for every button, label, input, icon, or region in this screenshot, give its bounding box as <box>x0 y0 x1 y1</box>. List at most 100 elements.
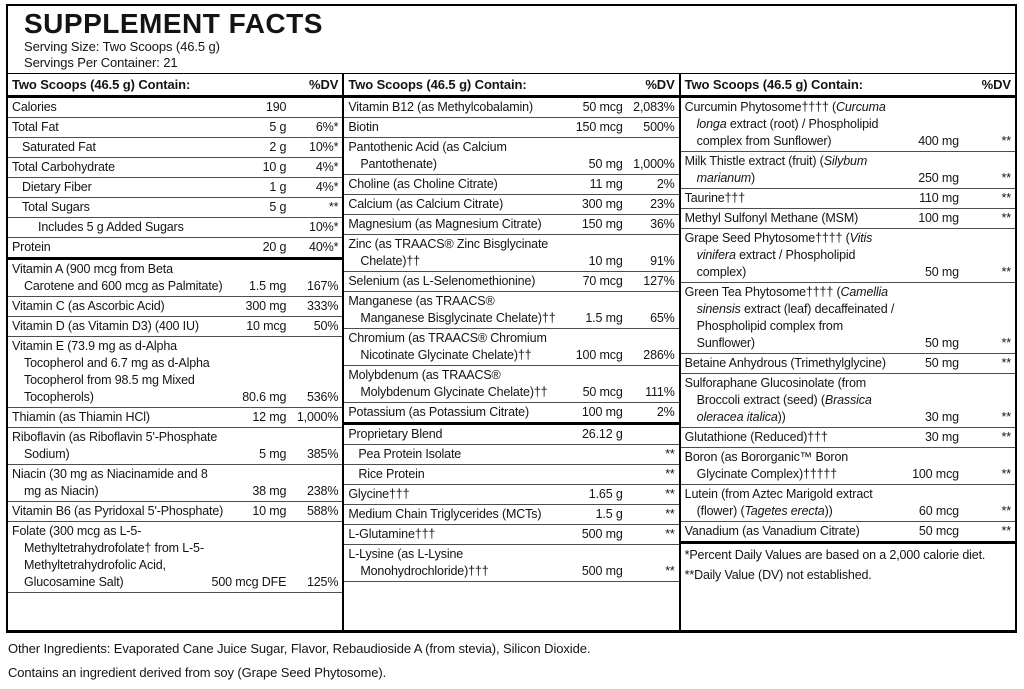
ingredient-name: Vitamin E (73.9 mg as d-Alpha Tocopherol… <box>12 339 210 404</box>
supplement-row: Milk Thistle extract (fruit) (Silybum ma… <box>680 152 1015 189</box>
ingredient-amount: 30 mg <box>924 410 959 424</box>
ingredient-amount: 1 g <box>269 180 287 194</box>
supplement-row: Vitamin A (900 mcg from Beta Carotene an… <box>8 260 343 297</box>
ingredient-amount: 2 g <box>269 140 287 154</box>
supplement-row: Calories 190 <box>8 98 343 118</box>
ingredient-dv: ** <box>1001 191 1012 205</box>
ingredient-dv: 4%* <box>315 180 339 194</box>
ingredient-name: Rice Protein <box>358 467 425 481</box>
supplement-row: Proprietary Blend 26.12 g <box>344 425 679 445</box>
ingredient-name: Vitamin A (900 mcg from Beta Carotene an… <box>12 262 223 293</box>
facts-columns: Two Scoops (46.5 g) Contain: %DV Calorie… <box>8 73 1015 630</box>
supplement-row: Vanadium (as Vanadium Citrate) 50 mcg ** <box>680 522 1015 544</box>
ingredient-amount: 50 mg <box>924 336 959 350</box>
column-header: Two Scoops (46.5 g) Contain: %DV <box>680 74 1015 98</box>
ingredient-dv: 2% <box>656 405 675 419</box>
column-header-label: Two Scoops (46.5 g) Contain: <box>12 77 191 92</box>
ingredient-amount: 50 mg <box>924 356 959 370</box>
supplement-row: Selenium (as L-Selenomethionine) 70 mcg 12… <box>344 272 679 292</box>
ingredient-name: Includes 5 g Added Sugars <box>38 220 184 234</box>
ingredient-dv: 333% <box>306 299 339 313</box>
ingredient-amount: 60 mcg <box>918 504 959 518</box>
ingredient-dv: 4%* <box>315 160 339 174</box>
ingredient-dv: 125% <box>306 575 339 589</box>
ingredient-name: Saturated Fat <box>22 140 96 154</box>
ingredient-name: Vitamin B12 (as Methylcobalamin) <box>348 100 533 114</box>
ingredient-amount: 11 mg <box>589 177 623 191</box>
supplement-row: Calcium (as Calcium Citrate) 300 mg 23% <box>344 195 679 215</box>
ingredient-amount: 110 mg <box>919 191 959 205</box>
ingredient-amount: 50 mcg <box>582 100 623 114</box>
ingredient-name: Calories <box>12 100 57 114</box>
column-header-label: Two Scoops (46.5 g) Contain: <box>684 77 863 92</box>
ingredient-name: Curcumin Phytosome†††† (Curcuma longa ex… <box>684 100 886 148</box>
dv-header-label: %DV <box>981 77 1011 92</box>
ingredient-amount: 5 g <box>269 120 287 134</box>
ingredient-dv: 36% <box>650 217 675 231</box>
facts-column-1: Two Scoops (46.5 g) Contain: %DV Calorie… <box>8 74 343 630</box>
supplement-row: Pantothenic Acid (as Calcium Pantothenat… <box>344 138 679 175</box>
label-footer: Other Ingredients: Evaporated Cane Juice… <box>8 641 590 689</box>
supplement-row: Saturated Fat 2 g 10%* <box>8 138 343 158</box>
dv-header-label: %DV <box>645 77 675 92</box>
ingredient-name: L-Glutamine††† <box>348 527 436 541</box>
ingredient-amount: 300 mg <box>245 299 287 313</box>
ingredient-dv: 2% <box>656 177 675 191</box>
supplement-row: Vitamin E (73.9 mg as d-Alpha Tocopherol… <box>8 337 343 408</box>
supplement-row: Biotin 150 mcg 500% <box>344 118 679 138</box>
ingredient-name: Manganese (as TRAACS® Manganese Bisglyci… <box>348 294 556 325</box>
ingredient-dv: ** <box>665 564 675 578</box>
ingredient-dv: ** <box>1001 467 1012 481</box>
ingredient-dv: 286% <box>643 348 675 362</box>
column-header: Two Scoops (46.5 g) Contain: %DV <box>8 74 343 98</box>
supplement-row: Potassium (as Potassium Citrate) 100 mg 2% <box>344 403 679 425</box>
ingredient-amount: 50 mcg <box>918 524 959 538</box>
ingredient-amount: 10 mcg <box>246 319 287 333</box>
ingredient-name: Protein <box>12 240 51 254</box>
ingredient-name: Calcium (as Calcium Citrate) <box>348 197 504 211</box>
ingredient-amount: 50 mg <box>588 157 623 171</box>
ingredient-name: Total Carbohydrate <box>12 160 115 174</box>
ingredient-name: Methyl Sulfonyl Methane (MSM) <box>684 211 859 225</box>
supplement-row: Total Carbohydrate 10 g 4%* <box>8 158 343 178</box>
footnote-line: **Daily Value (DV) not established. <box>684 568 872 582</box>
ingredient-name: Grape Seed Phytosome†††† (Vitis vinifera… <box>684 231 873 279</box>
supplement-row: Total Fat 5 g 6%* <box>8 118 343 138</box>
supplement-row: Zinc (as TRAACS® Zinc Bisglycinate Chela… <box>344 235 679 272</box>
ingredient-dv: 1,000% <box>296 410 339 424</box>
supplement-row: Riboflavin (as Riboflavin 5'-Phosphate S… <box>8 428 343 465</box>
column-header: Two Scoops (46.5 g) Contain: %DV <box>344 74 679 98</box>
ingredient-dv: ** <box>1001 410 1012 424</box>
supplement-row: Medium Chain Triglycerides (MCTs) 1.5 g ** <box>344 505 679 525</box>
ingredient-name: L-Lysine (as L-Lysine Monohydrochloride)… <box>348 547 489 578</box>
ingredient-amount: 250 mg <box>918 171 959 185</box>
supplement-row: Folate (300 mcg as L-5-Methyltetrahydrof… <box>8 522 343 593</box>
supplement-row: Sulforaphane Glucosinolate (from Broccol… <box>680 374 1015 428</box>
ingredient-amount: 400 mg <box>918 134 959 148</box>
ingredient-dv: 536% <box>306 390 339 404</box>
ingredient-name: Magnesium (as Magnesium Citrate) <box>348 217 542 231</box>
ingredient-dv: ** <box>665 507 675 521</box>
ingredient-amount: 10 g <box>262 160 287 174</box>
ingredient-name: Dietary Fiber <box>22 180 92 194</box>
supplement-row: Chromium (as TRAACS® Chromium Nicotinate… <box>344 329 679 366</box>
supplement-row: Lutein (from Aztec Marigold extract (flo… <box>680 485 1015 522</box>
supplement-row: Boron (as Bororganic™ Boron Glycinate Co… <box>680 448 1015 485</box>
ingredient-name: Zinc (as TRAACS® Zinc Bisglycinate Chela… <box>348 237 549 268</box>
supplement-row: Protein 20 g 40%* <box>8 238 343 260</box>
ingredient-dv: ** <box>1001 524 1012 538</box>
ingredient-name: Betaine Anhydrous (Trimethylglycine) <box>684 356 886 370</box>
ingredient-dv: 1,000% <box>633 157 675 171</box>
ingredient-amount: 5 mg <box>259 447 287 461</box>
supplement-row: Curcumin Phytosome†††† (Curcuma longa ex… <box>680 98 1015 152</box>
ingredient-name: Vitamin D (as Vitamin D3) (400 IU) <box>12 319 199 333</box>
ingredient-name: Medium Chain Triglycerides (MCTs) <box>348 507 542 521</box>
ingredient-dv: ** <box>1001 336 1012 350</box>
ingredient-name: Riboflavin (as Riboflavin 5'-Phosphate S… <box>12 430 218 461</box>
ingredient-dv: 50% <box>313 319 339 333</box>
ingredient-name: Chromium (as TRAACS® Chromium Nicotinate… <box>348 331 547 362</box>
ingredient-dv: 6%* <box>315 120 339 134</box>
ingredient-dv: 65% <box>650 311 675 325</box>
ingredient-dv: 2,083% <box>633 100 675 114</box>
ingredient-name: Total Sugars <box>22 200 90 214</box>
